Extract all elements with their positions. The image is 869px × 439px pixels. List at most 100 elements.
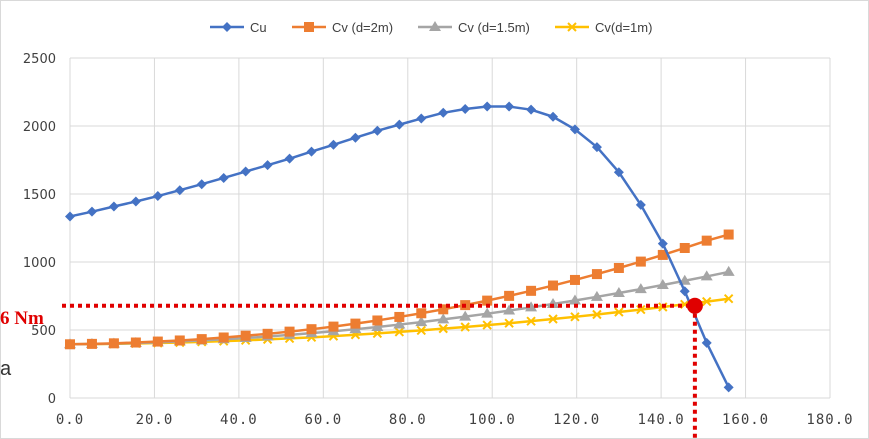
data-point-1-0	[65, 339, 75, 350]
data-point-0-27	[657, 238, 668, 249]
data-point-1-27	[657, 249, 668, 260]
data-point-3-29	[702, 296, 712, 307]
data-point-3-15	[394, 327, 405, 337]
data-point-0-16	[416, 113, 427, 124]
data-point-3-30	[723, 294, 734, 304]
data-point-0-20	[504, 101, 515, 112]
x-tick-label-6: 120.0	[553, 412, 600, 428]
y-tick-label-0: 0	[48, 392, 56, 407]
legend-item-2: Cv (d=1.5m)	[418, 20, 530, 35]
data-point-3-16	[416, 325, 426, 336]
data-point-0-2	[108, 201, 119, 212]
data-point-0-15	[394, 119, 405, 130]
data-point-0-0	[65, 211, 75, 222]
data-point-2-27	[656, 278, 669, 289]
data-point-1-23	[569, 274, 580, 285]
data-point-2-23	[568, 294, 581, 305]
data-point-1-8	[240, 330, 251, 341]
data-point-2-17	[437, 313, 450, 324]
data-point-1-20	[504, 290, 515, 301]
x-tick-label-1: 20.0	[136, 412, 174, 428]
data-point-1-3	[130, 337, 141, 348]
legend: Cu Cv (d=2m) Cv (d=1.5m) Cv(d=1m)	[210, 20, 652, 35]
legend-swatch-marker-1	[304, 22, 314, 32]
data-point-1-13	[350, 318, 361, 329]
x-tick-label-7: 140.0	[638, 412, 685, 428]
data-point-3-22	[548, 314, 558, 324]
legend-label-1: Cv (d=2m)	[332, 20, 393, 35]
data-point-1-19	[482, 295, 493, 306]
data-point-1-12	[328, 321, 339, 332]
series-1	[65, 229, 734, 350]
data-point-2-20	[503, 304, 516, 315]
series-group	[64, 101, 735, 393]
data-point-2-29	[700, 270, 713, 281]
data-point-2-30	[722, 265, 735, 276]
legend-label-0: Cu	[250, 20, 267, 35]
data-point-0-25	[613, 167, 624, 178]
data-point-1-10	[284, 326, 295, 337]
x-tick-label-9: 180.0	[806, 412, 853, 428]
data-point-0-1	[86, 206, 97, 217]
data-point-0-14	[372, 125, 383, 136]
data-point-2-21	[525, 301, 538, 312]
x-tick-label-5: 100.0	[469, 412, 516, 428]
data-point-0-13	[350, 132, 361, 143]
data-point-2-25	[612, 287, 625, 298]
legend-item-0: Cu	[210, 20, 267, 35]
legend-item-1: Cv (d=2m)	[292, 20, 393, 35]
data-point-0-26	[635, 199, 646, 210]
data-point-1-4	[152, 336, 163, 347]
data-point-2-14	[371, 321, 384, 332]
data-point-1-2	[108, 338, 119, 349]
data-point-2-16	[415, 316, 428, 327]
data-point-3-20	[504, 318, 514, 328]
data-point-3-25	[614, 307, 624, 317]
data-point-2-19	[481, 307, 494, 318]
x-tick-label-0: 0.0	[56, 412, 84, 428]
data-point-0-18	[460, 104, 471, 114]
annotation-label: 6 Nm	[0, 308, 44, 329]
data-point-1-15	[394, 311, 405, 322]
data-point-0-24	[591, 142, 602, 153]
data-point-1-14	[372, 315, 383, 326]
data-point-1-11	[306, 324, 317, 335]
data-point-3-17	[438, 323, 448, 334]
data-point-1-1	[86, 338, 97, 349]
data-point-0-11	[306, 146, 317, 157]
legend-swatch-marker-0	[222, 22, 232, 32]
data-point-3-19	[482, 320, 492, 330]
y-tick-label-4: 2000	[23, 120, 56, 135]
x-tick-label-8: 160.0	[722, 412, 769, 428]
data-point-0-30	[723, 382, 734, 393]
stray-text: a	[0, 358, 12, 380]
legend-swatch-marker-3	[567, 22, 577, 32]
data-point-3-18	[460, 322, 470, 332]
data-point-1-25	[613, 262, 624, 273]
x-axis: 0.0 20.0 40.0 60.0 80.0 100.0 120.0 140.0 160.0 1…	[56, 412, 853, 428]
data-point-3-23	[570, 312, 580, 322]
data-point-0-5	[174, 185, 185, 196]
data-point-1-24	[591, 269, 602, 280]
data-point-1-16	[416, 308, 427, 319]
data-point-2-24	[590, 290, 603, 301]
legend-label-2: Cv (d=1.5m)	[458, 20, 530, 35]
data-point-1-5	[174, 335, 185, 346]
data-point-0-21	[526, 104, 537, 115]
annotation-point	[686, 297, 703, 314]
series-line-0	[69, 105, 730, 388]
data-point-1-6	[196, 334, 207, 345]
data-point-0-12	[328, 139, 339, 150]
data-point-0-28	[679, 286, 690, 297]
data-point-0-17	[438, 107, 449, 118]
data-point-0-4	[152, 191, 163, 202]
data-point-0-7	[218, 172, 229, 183]
x-tick-label-2: 40.0	[220, 412, 258, 428]
data-point-0-8	[240, 166, 251, 177]
data-point-1-30	[723, 229, 734, 240]
gridlines	[69, 57, 831, 399]
data-point-1-17	[438, 304, 449, 315]
data-point-1-7	[218, 332, 229, 343]
data-point-0-29	[701, 337, 712, 348]
